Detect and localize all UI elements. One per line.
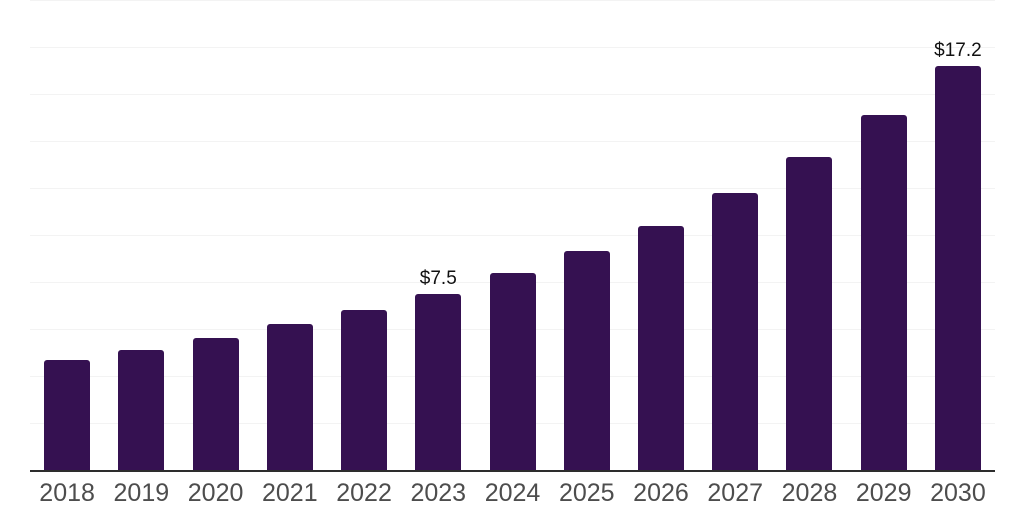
bar-column-2025 xyxy=(550,0,624,470)
bar-2018 xyxy=(44,360,91,470)
bar-2023 xyxy=(415,294,462,470)
x-tick-label-2025: 2025 xyxy=(558,479,615,507)
x-tick-label-2024: 2024 xyxy=(484,479,541,507)
bar-2027 xyxy=(712,193,759,470)
x-tick-label-2027: 2027 xyxy=(707,479,764,507)
bar-column-2023: $7.5 xyxy=(401,0,475,470)
x-axis-tick-labels: 2018 2019 2020 2021 2022 2023 2024 2025 2026 2027… xyxy=(30,479,995,508)
bar-column-2020 xyxy=(178,0,252,470)
gridline-10 xyxy=(30,235,995,236)
bar-column-2024 xyxy=(475,0,549,470)
x-tick-label-2019: 2019 xyxy=(113,479,170,507)
bar-column-2028 xyxy=(772,0,846,470)
x-tick-label-2018: 2018 xyxy=(39,479,95,507)
x-tick-label-2028: 2028 xyxy=(781,479,838,507)
x-tick-label-2029: 2029 xyxy=(855,479,912,507)
bar-value-label-2023: $7.5 xyxy=(419,268,457,289)
bar-2024 xyxy=(489,273,536,470)
bar-2021 xyxy=(266,324,313,470)
gridline-18 xyxy=(30,47,995,48)
x-tick-label-2023: 2023 xyxy=(410,479,467,507)
x-axis-line xyxy=(30,470,995,472)
x-tick-label-2022: 2022 xyxy=(336,479,392,507)
bar-value-label-2030: $17.2 xyxy=(934,40,982,61)
gridline-12 xyxy=(30,188,995,189)
bar-2030 xyxy=(934,66,981,470)
bar-column-2022 xyxy=(327,0,401,470)
x-tick-label-2021: 2021 xyxy=(262,479,318,507)
bar-column-2021 xyxy=(253,0,327,470)
bar-2025 xyxy=(563,251,610,470)
bar-2028 xyxy=(786,157,833,470)
bar-column-2027 xyxy=(698,0,772,470)
gridline-14 xyxy=(30,141,995,142)
bar-2026 xyxy=(637,226,684,470)
bar-column-2030: $17.2 xyxy=(921,0,995,470)
gridline-16 xyxy=(30,94,995,95)
bar-2022 xyxy=(341,310,388,470)
bar-2029 xyxy=(860,115,907,470)
x-tick-label-2026: 2026 xyxy=(633,479,689,507)
gridline-20 xyxy=(30,0,995,1)
bar-column-2019 xyxy=(104,0,178,470)
bar-column-2029 xyxy=(847,0,921,470)
bar-column-2026 xyxy=(624,0,698,470)
plot-area: $7.5 $17.2 xyxy=(30,0,995,472)
x-tick-label-2020: 2020 xyxy=(187,479,244,507)
x-tick-label-2030: 2030 xyxy=(930,479,986,507)
bar-2019 xyxy=(118,350,165,470)
bars-container: $7.5 $17.2 xyxy=(30,0,995,470)
bar-column-2018 xyxy=(30,0,104,470)
bar-2020 xyxy=(192,338,239,470)
